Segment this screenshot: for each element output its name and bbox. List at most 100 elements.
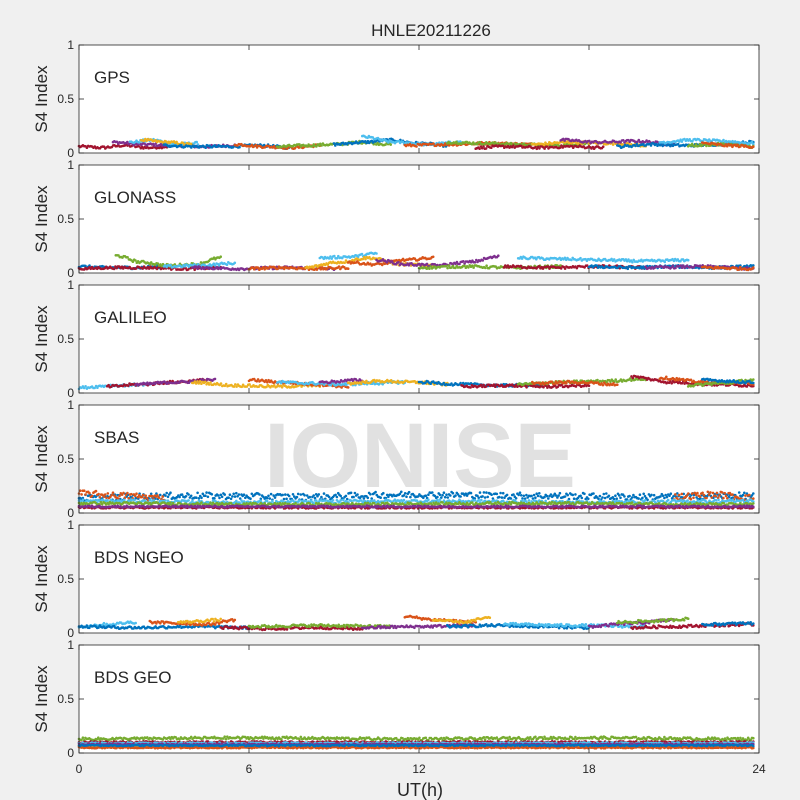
data-point [227, 496, 230, 500]
data-point [462, 260, 465, 263]
data-point [602, 492, 606, 496]
data-point [175, 140, 178, 144]
data-point [102, 145, 106, 148]
data-point [235, 491, 238, 495]
data-point [623, 495, 626, 498]
data-point [164, 140, 168, 143]
data-point [126, 384, 130, 388]
data-point [579, 256, 582, 260]
data-point [232, 385, 236, 388]
data-point [752, 492, 755, 495]
data-point [592, 492, 595, 495]
data-point [150, 494, 154, 498]
data-point [482, 145, 485, 148]
data-point [689, 378, 693, 382]
data-point [205, 491, 208, 494]
data-point [731, 493, 734, 496]
data-point [631, 260, 634, 264]
data-point [752, 381, 755, 385]
data-point [130, 498, 134, 502]
data-point [497, 254, 500, 257]
data-point [165, 491, 168, 495]
data-point [249, 497, 252, 501]
y-tick-label: 1 [67, 158, 74, 172]
data-point [744, 494, 747, 497]
data-point [614, 494, 617, 498]
data-point [161, 495, 164, 498]
data-point [145, 496, 149, 500]
data-point [723, 491, 726, 495]
data-point [428, 267, 431, 271]
data-point [179, 143, 183, 147]
data-point [250, 492, 254, 496]
data-point [565, 381, 568, 385]
data-point [206, 495, 210, 499]
data-point [692, 496, 695, 500]
data-point [111, 491, 115, 495]
data-point [389, 143, 393, 146]
data-point [88, 491, 91, 495]
data-point [98, 496, 102, 499]
data-point [225, 263, 229, 267]
data-point [612, 497, 616, 501]
data-point [333, 254, 336, 258]
data-point [90, 494, 94, 498]
data-point [293, 146, 297, 150]
y-tick-label: 1 [67, 278, 74, 292]
data-point [315, 145, 318, 148]
data-point [587, 384, 591, 388]
data-point [233, 495, 237, 498]
data-point [737, 491, 741, 494]
data-point [698, 495, 702, 499]
data-point [219, 382, 223, 385]
data-point [231, 495, 234, 498]
data-point [137, 141, 141, 144]
data-point [346, 267, 350, 271]
data-point [752, 378, 755, 381]
data-points [77, 134, 755, 151]
data-point [231, 146, 235, 149]
data-point [715, 491, 719, 495]
data-point [484, 147, 488, 150]
data-point [144, 494, 147, 498]
data-point [702, 493, 706, 497]
data-point [359, 382, 363, 386]
data-point [525, 386, 528, 389]
data-point [148, 498, 152, 502]
data-point [588, 139, 591, 143]
data-point [661, 494, 665, 498]
data-point [550, 380, 554, 384]
data-point [142, 139, 146, 143]
data-point [228, 493, 232, 497]
data-point [650, 493, 653, 497]
data-point [485, 264, 488, 268]
data-point [337, 265, 341, 268]
data-point [616, 383, 619, 387]
data-point [196, 143, 200, 146]
data-point [671, 264, 675, 268]
data-point [641, 496, 644, 500]
data-point [674, 493, 677, 496]
data-point [736, 143, 739, 147]
data-point [81, 498, 85, 502]
data-point [332, 142, 336, 145]
data-point [184, 495, 188, 498]
data-point [743, 491, 746, 495]
data-point [133, 498, 136, 502]
data-point [669, 492, 673, 496]
data-point [596, 378, 599, 382]
data-point [696, 491, 699, 495]
data-point [196, 267, 199, 271]
data-point [638, 493, 642, 497]
data-point [446, 266, 449, 270]
data-point [607, 494, 611, 498]
data-point [204, 146, 207, 149]
data-point [722, 496, 725, 500]
data-point [158, 493, 162, 497]
data-point [603, 496, 607, 500]
plot-area [79, 165, 759, 273]
